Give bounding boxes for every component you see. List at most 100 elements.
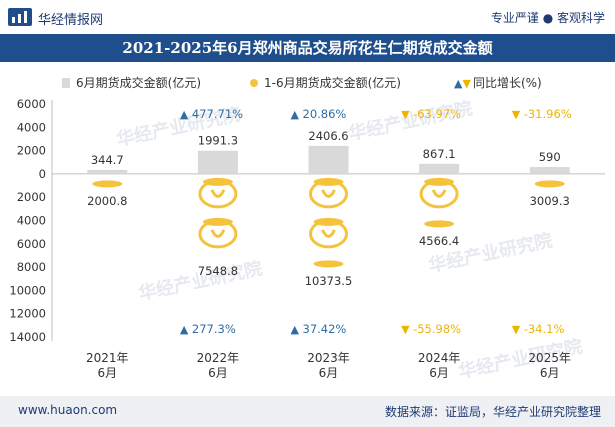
monthly-bar — [308, 145, 349, 174]
logo-icon — [8, 8, 32, 26]
cumulative-growth-label: ▼ -55.98% — [401, 322, 461, 336]
chart-svg: 华经产业研究院华经产业研究院华经产业研究院华经产业研究院华经产业研究院60004… — [9, 97, 605, 383]
growth-value: 37.42% — [303, 322, 347, 336]
partial-pot-rim — [424, 220, 455, 228]
footer-source: 数据来源：证监局，华经产业研究院整理 — [384, 405, 601, 419]
pot-rim — [313, 177, 344, 186]
up-triangle-icon: ▲ — [291, 323, 300, 336]
pot-shine — [321, 189, 336, 198]
x-category-line: 2021年 — [86, 351, 129, 365]
y-tick-label: 12000 — [9, 307, 46, 321]
monthly-growth-label: ▼ -63.97% — [401, 107, 461, 121]
y-tick-label: 10000 — [9, 283, 46, 297]
monthly-value-label: 1991.3 — [198, 134, 238, 148]
x-category-line: 2023年 — [307, 351, 350, 365]
tag-professional: 专业严谨 — [490, 11, 539, 25]
pot-shine — [431, 189, 447, 198]
pot-rim — [202, 177, 233, 186]
coin-pot-icon — [198, 217, 238, 249]
x-category-label: 2024年 6月 — [418, 351, 461, 380]
x-category-line: 6月 — [208, 366, 228, 380]
x-category-label: 2021年 6月 — [86, 351, 129, 380]
y-tick-label: 2000 — [17, 144, 46, 158]
watermark-text: 华经产业研究院 — [346, 97, 474, 145]
legend-growth-label: 同比增长(%) — [472, 76, 542, 90]
down-triangle-icon: ▼ — [401, 108, 410, 121]
legend-monthly: 6月期货成交金额(亿元) — [62, 74, 201, 91]
legend-down-triangle-icon: ▼ — [462, 77, 471, 90]
down-triangle-icon: ▼ — [401, 323, 410, 336]
x-category-label: 2025年 6月 — [528, 351, 571, 380]
growth-value: -63.97% — [413, 107, 461, 121]
monthly-growth-label: ▲ 20.86% — [291, 107, 347, 121]
legend-monthly-label: 6月期货成交金额(亿元) — [76, 76, 201, 90]
up-triangle-icon: ▲ — [180, 323, 189, 336]
monthly-growth-label: ▲ 477.71% — [180, 107, 243, 121]
monthly-value-label: 2406.6 — [308, 129, 348, 143]
x-category-label: 2023年 6月 — [307, 351, 350, 380]
cumulative-value-label: 2000.8 — [87, 194, 127, 208]
coin-pot-icon — [419, 177, 459, 209]
growth-value: -31.96% — [524, 107, 572, 121]
pot-shine — [210, 229, 226, 238]
legend-bar-swatch — [62, 78, 70, 88]
x-category-line: 6月 — [319, 366, 339, 380]
legend-cumulative: 1-6月期货成交金额(亿元) — [250, 74, 401, 91]
y-tick-label: 4000 — [17, 214, 46, 228]
y-tick-label: 6000 — [17, 237, 46, 251]
cumulative-growth-label: ▲ 277.3% — [180, 322, 236, 336]
growth-value: -55.98% — [413, 322, 461, 336]
footer: www.huaon.com 数据来源：证监局，华经产业研究院整理 — [0, 396, 615, 427]
cumulative-value-label: 7548.8 — [198, 264, 238, 278]
chart-title: 2021-2025年6月郑州商品交易所花生仁期货成交金额 — [0, 34, 615, 62]
growth-value: 477.71% — [192, 107, 243, 121]
y-tick-label: 8000 — [17, 260, 46, 274]
x-category-line: 6月 — [97, 366, 117, 380]
dot-separator: ● — [542, 11, 557, 25]
brand-name: 华经情报网 — [38, 13, 104, 28]
growth-value: -34.1% — [524, 322, 565, 336]
cumulative-value-label: 3009.3 — [530, 194, 570, 208]
monthly-growth-label: ▼ -31.96% — [512, 107, 572, 121]
x-category-line: 6月 — [540, 366, 560, 380]
coin-pot-icon — [198, 177, 238, 209]
footer-website: www.huaon.com — [18, 403, 118, 417]
monthly-bar — [87, 169, 128, 174]
y-tick-label: 14000 — [9, 330, 46, 344]
monthly-bar — [197, 150, 238, 174]
x-category-label: 2022年 6月 — [197, 351, 240, 380]
legend-coin-swatch — [250, 79, 258, 87]
pot-shine — [210, 189, 226, 198]
y-tick-label: 6000 — [17, 97, 46, 111]
x-category-line: 6月 — [429, 366, 449, 380]
growth-value: 277.3% — [192, 322, 236, 336]
pot-rim — [202, 217, 233, 226]
x-category-line: 2022年 — [197, 351, 240, 365]
top-bar: 华经情报网 专业严谨 ● 客观科学 — [0, 0, 615, 34]
partial-pot-rim — [92, 180, 123, 188]
cumulative-growth-label: ▲ 37.42% — [291, 322, 347, 336]
y-tick-label: 0 — [39, 167, 46, 181]
growth-value: 20.86% — [303, 107, 347, 121]
monthly-value-label: 590 — [539, 150, 561, 164]
coin-pot-icon — [309, 177, 348, 209]
y-tick-label: 4000 — [17, 120, 46, 134]
pot-rim — [313, 217, 344, 226]
legend-up-triangle-icon: ▲ — [454, 77, 463, 90]
monthly-value-label: 867.1 — [423, 147, 456, 161]
monthly-bar — [419, 163, 460, 174]
pot-shine — [321, 229, 336, 238]
down-triangle-icon: ▼ — [512, 323, 521, 336]
legend-growth: ▲▼ 同比增长(%) — [454, 74, 542, 91]
cumulative-value-label: 4566.4 — [419, 234, 459, 248]
monthly-value-label: 344.7 — [91, 153, 124, 167]
cumulative-value-label: 10373.5 — [305, 274, 353, 288]
legend: 6月期货成交金额(亿元) 1-6月期货成交金额(亿元) ▲▼ 同比增长(%) — [0, 72, 615, 94]
x-category-line: 2024年 — [418, 351, 461, 365]
coin-pot-icon — [309, 217, 348, 249]
partial-pot-rim — [534, 180, 565, 188]
up-triangle-icon: ▲ — [180, 108, 189, 121]
partial-pot-rim — [313, 260, 344, 268]
pot-rim — [424, 177, 455, 186]
tag-objective: 客观科学 — [556, 11, 605, 25]
